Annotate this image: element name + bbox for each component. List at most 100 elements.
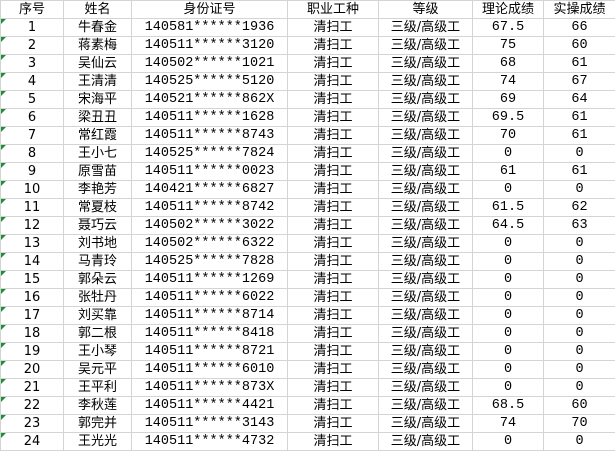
level-cell[interactable]: 三级/高级工 xyxy=(378,18,473,37)
practical-score-cell[interactable]: 61 xyxy=(543,162,615,181)
practical-score-cell[interactable]: 61 xyxy=(543,126,615,145)
level-cell[interactable]: 三级/高级工 xyxy=(378,270,473,289)
theory-score-cell[interactable]: 69 xyxy=(472,90,544,109)
id-number-cell[interactable]: 140511******0023 xyxy=(131,162,288,181)
id-number-cell[interactable]: 140511******1628 xyxy=(131,108,288,127)
level-cell[interactable]: 三级/高级工 xyxy=(378,180,473,199)
occupation-cell[interactable]: 清扫工 xyxy=(287,288,379,307)
id-number-cell[interactable]: 140511******8721 xyxy=(131,342,288,361)
practical-score-cell[interactable]: 0 xyxy=(543,306,615,325)
name-cell[interactable]: 王小七 xyxy=(63,144,132,163)
practical-score-cell[interactable]: 67 xyxy=(543,72,615,91)
level-cell[interactable]: 三级/高级工 xyxy=(378,144,473,163)
name-cell[interactable]: 张牡丹 xyxy=(63,288,132,307)
occupation-cell[interactable]: 清扫工 xyxy=(287,216,379,235)
id-number-cell[interactable]: 140525******7824 xyxy=(131,144,288,163)
practical-score-cell[interactable]: 61 xyxy=(543,108,615,127)
level-cell[interactable]: 三级/高级工 xyxy=(378,234,473,253)
seq-cell[interactable]: 10 xyxy=(0,180,64,199)
practical-score-cell[interactable]: 63 xyxy=(543,216,615,235)
id-number-cell[interactable]: 140581******1936 xyxy=(131,18,288,37)
name-cell[interactable]: 王清清 xyxy=(63,72,132,91)
seq-cell[interactable]: 9 xyxy=(0,162,64,181)
practical-score-cell[interactable]: 0 xyxy=(543,360,615,379)
level-cell[interactable]: 三级/高级工 xyxy=(378,108,473,127)
occupation-cell[interactable]: 清扫工 xyxy=(287,108,379,127)
practical-score-cell[interactable]: 0 xyxy=(543,378,615,397)
occupation-cell[interactable]: 清扫工 xyxy=(287,198,379,217)
theory-score-cell[interactable]: 0 xyxy=(472,252,544,271)
name-cell[interactable]: 马青玲 xyxy=(63,252,132,271)
practical-score-cell[interactable]: 0 xyxy=(543,270,615,289)
occupation-cell[interactable]: 清扫工 xyxy=(287,342,379,361)
seq-cell[interactable]: 19 xyxy=(0,342,64,361)
theory-score-cell[interactable]: 0 xyxy=(472,288,544,307)
practical-score-cell[interactable]: 64 xyxy=(543,90,615,109)
theory-score-cell[interactable]: 74 xyxy=(472,72,544,91)
occupation-cell[interactable]: 清扫工 xyxy=(287,306,379,325)
name-cell[interactable]: 王小琴 xyxy=(63,342,132,361)
header-id-number[interactable]: 身份证号 xyxy=(131,0,288,19)
id-number-cell[interactable]: 140511******4421 xyxy=(131,396,288,415)
id-number-cell[interactable]: 140511******8418 xyxy=(131,324,288,343)
level-cell[interactable]: 三级/高级工 xyxy=(378,378,473,397)
name-cell[interactable]: 李秋莲 xyxy=(63,396,132,415)
occupation-cell[interactable]: 清扫工 xyxy=(287,270,379,289)
theory-score-cell[interactable]: 0 xyxy=(472,180,544,199)
seq-cell[interactable]: 5 xyxy=(0,90,64,109)
level-cell[interactable]: 三级/高级工 xyxy=(378,90,473,109)
theory-score-cell[interactable]: 68 xyxy=(472,54,544,73)
practical-score-cell[interactable]: 0 xyxy=(543,252,615,271)
id-number-cell[interactable]: 140511******873X xyxy=(131,378,288,397)
occupation-cell[interactable]: 清扫工 xyxy=(287,90,379,109)
practical-score-cell[interactable]: 0 xyxy=(543,180,615,199)
level-cell[interactable]: 三级/高级工 xyxy=(378,414,473,433)
seq-cell[interactable]: 12 xyxy=(0,216,64,235)
id-number-cell[interactable]: 140525******5120 xyxy=(131,72,288,91)
name-cell[interactable]: 王平利 xyxy=(63,378,132,397)
name-cell[interactable]: 吴仙云 xyxy=(63,54,132,73)
occupation-cell[interactable]: 清扫工 xyxy=(287,18,379,37)
occupation-cell[interactable]: 清扫工 xyxy=(287,252,379,271)
occupation-cell[interactable]: 清扫工 xyxy=(287,36,379,55)
name-cell[interactable]: 李艳芳 xyxy=(63,180,132,199)
name-cell[interactable]: 郭朵云 xyxy=(63,270,132,289)
id-number-cell[interactable]: 140511******8743 xyxy=(131,126,288,145)
id-number-cell[interactable]: 140511******4732 xyxy=(131,432,288,451)
level-cell[interactable]: 三级/高级工 xyxy=(378,432,473,451)
name-cell[interactable]: 王光光 xyxy=(63,432,132,451)
occupation-cell[interactable]: 清扫工 xyxy=(287,378,379,397)
id-number-cell[interactable]: 140511******6022 xyxy=(131,288,288,307)
id-number-cell[interactable]: 140421******6827 xyxy=(131,180,288,199)
theory-score-cell[interactable]: 70 xyxy=(472,126,544,145)
occupation-cell[interactable]: 清扫工 xyxy=(287,144,379,163)
name-cell[interactable]: 常夏枝 xyxy=(63,198,132,217)
name-cell[interactable]: 常红霞 xyxy=(63,126,132,145)
occupation-cell[interactable]: 清扫工 xyxy=(287,126,379,145)
practical-score-cell[interactable]: 66 xyxy=(543,18,615,37)
theory-score-cell[interactable]: 0 xyxy=(472,144,544,163)
level-cell[interactable]: 三级/高级工 xyxy=(378,396,473,415)
theory-score-cell[interactable]: 67.5 xyxy=(472,18,544,37)
level-cell[interactable]: 三级/高级工 xyxy=(378,288,473,307)
seq-cell[interactable]: 4 xyxy=(0,72,64,91)
occupation-cell[interactable]: 清扫工 xyxy=(287,414,379,433)
name-cell[interactable]: 刘书地 xyxy=(63,234,132,253)
name-cell[interactable]: 郭完并 xyxy=(63,414,132,433)
theory-score-cell[interactable]: 0 xyxy=(472,378,544,397)
theory-score-cell[interactable]: 0 xyxy=(472,234,544,253)
seq-cell[interactable]: 14 xyxy=(0,252,64,271)
name-cell[interactable]: 聂巧云 xyxy=(63,216,132,235)
id-number-cell[interactable]: 140502******1021 xyxy=(131,54,288,73)
name-cell[interactable]: 宋海平 xyxy=(63,90,132,109)
name-cell[interactable]: 牛春金 xyxy=(63,18,132,37)
seq-cell[interactable]: 17 xyxy=(0,306,64,325)
id-number-cell[interactable]: 140511******3143 xyxy=(131,414,288,433)
seq-cell[interactable]: 7 xyxy=(0,126,64,145)
header-occupation[interactable]: 职业工种 xyxy=(287,0,379,19)
practical-score-cell[interactable]: 60 xyxy=(543,396,615,415)
practical-score-cell[interactable]: 61 xyxy=(543,54,615,73)
occupation-cell[interactable]: 清扫工 xyxy=(287,72,379,91)
level-cell[interactable]: 三级/高级工 xyxy=(378,36,473,55)
level-cell[interactable]: 三级/高级工 xyxy=(378,54,473,73)
